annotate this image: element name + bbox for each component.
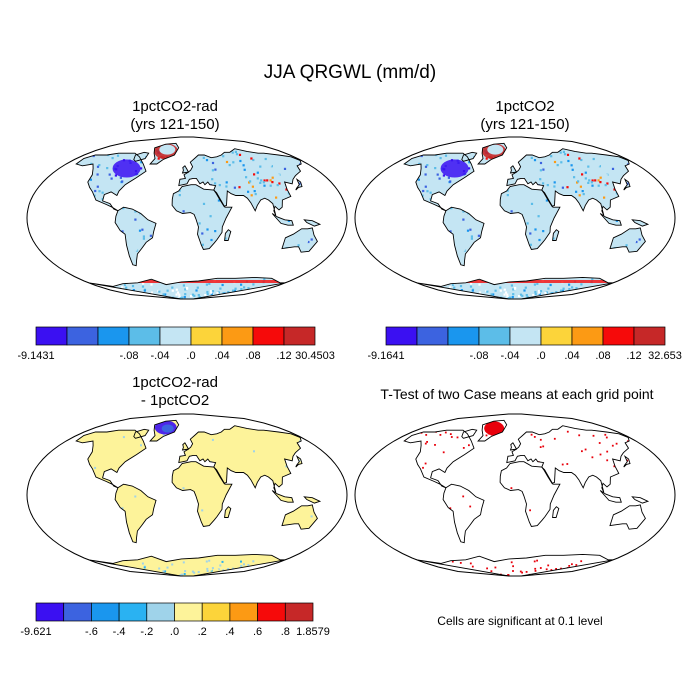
panel-1-title: 1pctCO2-rad (yrs 121-150)	[60, 98, 290, 134]
colorbar-swatch	[252, 326, 285, 346]
colorbar-swatch	[447, 326, 480, 346]
colorbar-tick-label: 32.653	[648, 350, 682, 362]
figure-title: JJA QRGWL (mm/d)	[263, 62, 437, 83]
colorbar-swatch	[66, 326, 99, 346]
colorbar-tick-label: .0	[536, 350, 545, 362]
coastlines	[75, 142, 322, 299]
colorbar-tick-label: -9.1431	[18, 350, 55, 362]
panel-2-title-line2: (yrs 121-150)	[480, 116, 570, 133]
colorbar-swatch	[633, 326, 666, 346]
colorbar-tick-label: -9.1641	[368, 350, 405, 362]
ttest-note: Cells are significant at 0.1 level	[437, 614, 603, 628]
globe-border	[354, 413, 676, 577]
colorbar-tick-label: -.08	[470, 350, 489, 362]
colorbar-tick-label: -.04	[151, 350, 170, 362]
land-field	[404, 143, 648, 299]
colorbar-tick-label: .04	[564, 350, 579, 362]
colorbar-swatch	[571, 326, 604, 346]
colorbar-tick-label: .12	[276, 350, 291, 362]
colorbar-tick-label: 1.8579	[296, 626, 330, 638]
colorbar-swatch	[91, 602, 120, 622]
colorbar-swatch	[385, 326, 418, 346]
colorbar-swatch	[284, 602, 314, 622]
colorbar-tick-label: .6	[253, 626, 262, 638]
colorbar-tick-label: -.2	[140, 626, 153, 638]
colorbar-tick-label: .08	[595, 350, 610, 362]
colorbar-panel-3: -9.621 -.6 -.4 -.2 .0 .2 .4 .6 .8 1.8579	[20, 602, 330, 638]
panel-3-title-line1: 1pctCO2-rad	[132, 374, 218, 391]
colorbar-swatch	[221, 326, 254, 346]
colorbar-swatch	[97, 326, 130, 346]
panel-3-title-line2: - 1pctCO2	[140, 392, 210, 409]
colorbar-swatch	[35, 326, 68, 346]
colorbar-swatch	[174, 602, 203, 622]
colorbar-tick-label: .2	[198, 626, 207, 638]
colorbar-tick-label: .0	[186, 350, 195, 362]
colorbar-tick-label: .0	[170, 626, 179, 638]
panel-4-title: T-Test of two Case means at each grid po…	[380, 386, 654, 402]
land-field	[404, 421, 648, 576]
colorbar-swatch	[229, 602, 258, 622]
colorbar-swatch	[35, 602, 65, 622]
globe-border	[26, 413, 348, 577]
panel-1-title-line2: (yrs 121-150)	[130, 116, 220, 133]
colorbar-tick-label: -9.621	[20, 626, 51, 638]
colorbar-swatch	[416, 326, 449, 346]
colorbar-swatch	[159, 326, 192, 346]
globe-border	[354, 136, 676, 300]
colorbar-tick-label: -.04	[501, 350, 520, 362]
panel-3-title: 1pctCO2-rad - 1pctCO2	[60, 374, 290, 410]
coastlines	[403, 142, 650, 299]
colorbar-swatch	[540, 326, 573, 346]
colorbar-panel-2: -9.1641 -.08 -.04 .0 .04 .08 .12 32.653	[368, 326, 682, 362]
colorbar-swatch	[602, 326, 635, 346]
map-panel-1pctco2-rad	[26, 136, 348, 300]
colorbar-swatch	[128, 326, 161, 346]
colorbar-swatch	[118, 602, 148, 622]
colorbar-tick-label: .04	[214, 350, 229, 362]
colorbar-tick-label: -.6	[85, 626, 98, 638]
colorbar-tick-label: -.4	[113, 626, 126, 638]
colorbar-tick-label: -.08	[120, 350, 139, 362]
map-panel-ttest	[354, 413, 676, 577]
colorbar-tick-label: .08	[245, 350, 260, 362]
colorbar-panel-1: -9.1431 -.08 -.04 .0 .04 .08 .12 30.4503	[18, 326, 335, 362]
colorbar-swatch	[257, 602, 286, 622]
panel-2-title-line1: 1pctCO2	[495, 98, 555, 115]
globe-border	[26, 136, 348, 300]
colorbar-swatch	[190, 326, 223, 346]
colorbar-swatch	[146, 602, 175, 622]
colorbar-swatch	[478, 326, 511, 346]
colorbar-tick-label: .8	[281, 626, 290, 638]
land-field	[76, 143, 320, 299]
colorbar-tick-label: 30.4503	[295, 350, 335, 362]
colorbar-swatch	[509, 326, 542, 346]
colorbar-tick-label: .4	[225, 626, 234, 638]
colorbar-swatch	[63, 602, 92, 622]
coastlines	[403, 419, 650, 576]
colorbar-tick-label: .12	[626, 350, 641, 362]
land-field	[76, 420, 320, 576]
panel-1-title-line1: 1pctCO2-rad	[132, 98, 218, 115]
map-panel-1pctco2	[354, 136, 676, 300]
colorbar-swatch	[201, 602, 231, 622]
colorbar-swatch	[283, 326, 316, 346]
panel-2-title: 1pctCO2 (yrs 121-150)	[410, 98, 640, 134]
coastlines	[75, 419, 322, 576]
map-panel-difference	[26, 413, 348, 577]
